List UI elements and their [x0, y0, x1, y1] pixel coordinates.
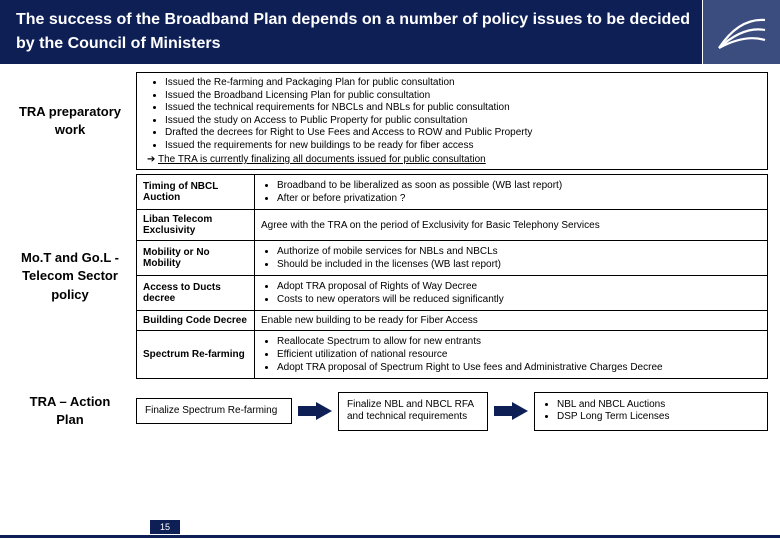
policy-bullet: Adopt TRA proposal of Spectrum Right to …: [277, 361, 761, 374]
arrow-icon-1: [298, 401, 332, 421]
prep-bullet: Issued the requirements for new building…: [165, 140, 757, 153]
prep-bullet: Issued the study on Access to Public Pro…: [165, 115, 757, 128]
summary-arrow-icon: ➔: [147, 154, 158, 165]
arrow-icon-2: [494, 401, 528, 421]
action-bullet: NBL and NBCL Auctions: [557, 399, 759, 412]
prep-summary-text: The TRA is currently finalizing all docu…: [158, 154, 486, 165]
footer-line: [0, 535, 780, 538]
prep-bullet: Drafted the decrees for Right to Use Fee…: [165, 127, 757, 140]
table-row: Access to Ducts decree Adopt TRA proposal…: [137, 276, 768, 311]
table-row: Mobility or No Mobility Authorize of mobi…: [137, 241, 768, 276]
prep-bullet: Issued the Broadband Licensing Plan for …: [165, 90, 757, 103]
table-row: Spectrum Re-farming Reallocate Spectrum t…: [137, 331, 768, 379]
policy-bullet: Reallocate Spectrum to allow for new ent…: [277, 335, 761, 348]
policy-detail: Agree with the TRA on the period of Excl…: [255, 210, 768, 241]
policy-table: Timing of NBCL Auction Broadband to be li…: [136, 174, 768, 379]
table-row: Liban Telecom ExclusivityAgree with the …: [137, 210, 768, 241]
policy-bullet: Broadband to be liberalized as soon as p…: [277, 179, 761, 192]
policy-bullet: Costs to new operators will be reduced s…: [277, 293, 761, 306]
policy-detail: Broadband to be liberalized as soon as p…: [255, 175, 768, 210]
policy-category: Spectrum Re-farming: [137, 331, 255, 379]
policy-bullet: After or before privatization ?: [277, 192, 761, 205]
policy-detail: Enable new building to be ready for Fibe…: [255, 311, 768, 331]
action-box-2: Finalize NBL and NBCL RFA and technical …: [338, 392, 488, 431]
policy-label: Mo.T and Go.L - Telecom Sector policy: [12, 174, 128, 379]
slide-number: 15: [150, 520, 180, 534]
policy-category: Timing of NBCL Auction: [137, 175, 255, 210]
table-row: Building Code DecreeEnable new building …: [137, 311, 768, 331]
policy-detail: Reallocate Spectrum to allow for new ent…: [255, 331, 768, 379]
prep-bullet: Issued the Re-farming and Packaging Plan…: [165, 77, 757, 90]
action-box-1: Finalize Spectrum Re-farming: [136, 398, 292, 425]
table-row: Timing of NBCL Auction Broadband to be li…: [137, 175, 768, 210]
policy-category: Mobility or No Mobility: [137, 241, 255, 276]
prep-work-box: Issued the Re-farming and Packaging Plan…: [136, 72, 768, 170]
policy-bullet: Authorize of mobile services for NBLs an…: [277, 245, 761, 258]
policy-bullet: Adopt TRA proposal of Rights of Way Decr…: [277, 280, 761, 293]
policy-category: Liban Telecom Exclusivity: [137, 210, 255, 241]
prep-bullet: Issued the technical requirements for NB…: [165, 102, 757, 115]
action-bullet: DSP Long Term Licenses: [557, 411, 759, 424]
policy-detail: Authorize of mobile services for NBLs an…: [255, 241, 768, 276]
logo: [702, 0, 780, 64]
action-box-3: NBL and NBCL AuctionsDSP Long Term Licen…: [534, 392, 768, 431]
policy-category: Access to Ducts decree: [137, 276, 255, 311]
action-plan-label: TRA – Action Plan: [12, 389, 128, 433]
prep-work-label: TRA preparatory work: [12, 72, 128, 170]
policy-bullet: Should be included in the licenses (WB l…: [277, 258, 761, 271]
slide-header: The success of the Broadband Plan depend…: [0, 0, 780, 64]
policy-bullet: Efficient utilization of national resour…: [277, 348, 761, 361]
policy-detail: Adopt TRA proposal of Rights of Way Decr…: [255, 276, 768, 311]
policy-category: Building Code Decree: [137, 311, 255, 331]
slide-title: The success of the Broadband Plan depend…: [0, 0, 702, 64]
